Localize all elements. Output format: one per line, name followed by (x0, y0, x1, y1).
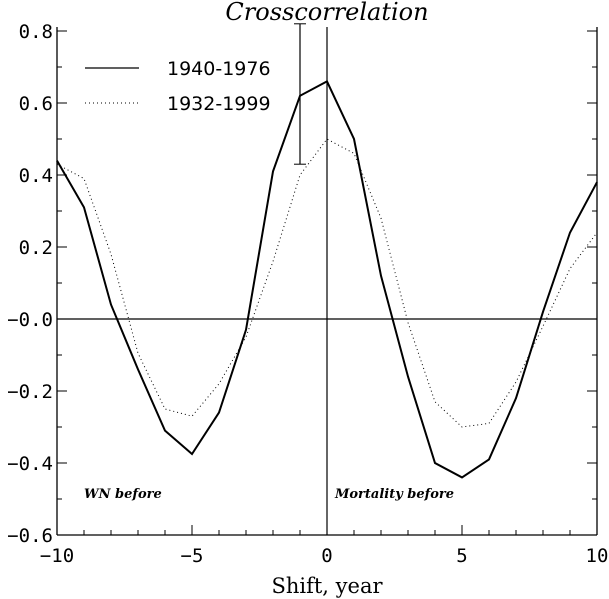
y-tick-label: 0.6 (19, 93, 53, 115)
x-tick-label: 0 (321, 545, 332, 567)
y-tick-label: −0.0 (7, 309, 53, 331)
y-tick-label: 0.4 (19, 165, 53, 187)
series-line-1932-1999 (56, 138, 598, 428)
x-tick-label: −10 (40, 545, 74, 567)
series-group (56, 23, 598, 479)
chart-title: Crosscorrelation (225, 0, 428, 26)
y-tick-label: 0.8 (19, 21, 53, 43)
y-tick-label: 0.2 (19, 237, 53, 259)
axes: −10 −5 0 5 10 −0.6 −0.4 −0.2 −0.0 0.2 0.4 0.6 0.8 (7, 21, 608, 567)
reference-lines (57, 27, 597, 535)
series-line-1940-1976 (56, 80, 598, 479)
x-tick-label: 10 (586, 545, 609, 567)
legend-label-1940-1976: 1940-1976 (167, 58, 271, 80)
x-tick-label: −5 (181, 545, 204, 567)
x-axis-label: Shift, year (271, 574, 383, 598)
legend-label-1932-1999: 1932-1999 (167, 93, 271, 115)
y-tick-label: −0.4 (7, 453, 53, 475)
annotation-wn-before: WN before (84, 487, 162, 502)
annotation-mortality-before: Mortality before (334, 487, 454, 502)
y-tick-label: −0.6 (7, 525, 53, 547)
x-tick-label: 5 (456, 545, 467, 567)
legend: 1940-1976 1932-1999 (85, 58, 271, 115)
y-tick-label: −0.2 (7, 381, 53, 403)
